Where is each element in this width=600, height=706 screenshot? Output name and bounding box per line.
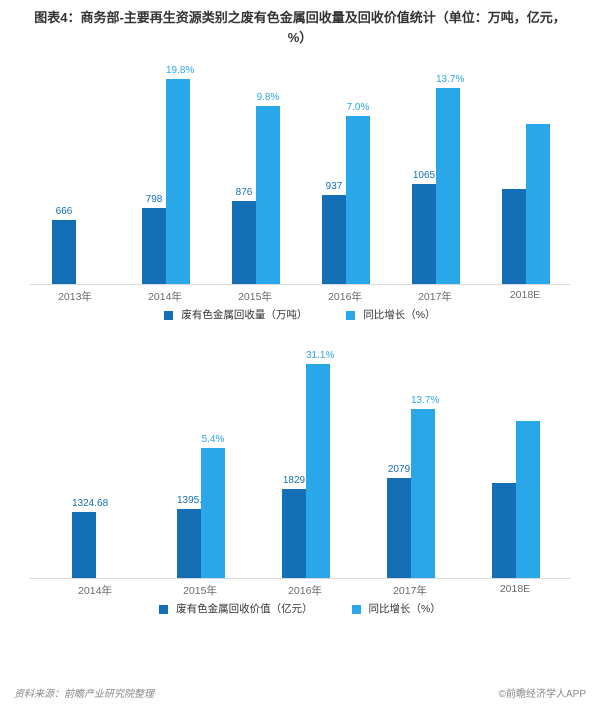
bar-growth: 9.8% — [256, 106, 280, 284]
footer-source: 资料来源：前瞻产业研究院整理 — [14, 689, 154, 700]
bar-value-label: 13.7% — [411, 396, 435, 409]
chart-2-xlabels: 2014年 2015年 2016年 2017年 2018E — [30, 579, 570, 597]
bar-value-label: 9.8% — [256, 93, 280, 106]
x-axis-label: 2015年 — [220, 289, 290, 304]
legend-label: 同比增长（%） — [363, 309, 435, 321]
bar-growth: 7.0% — [346, 116, 370, 284]
x-axis-label: 2018E — [480, 583, 550, 595]
x-axis-label: 2014年 — [130, 289, 200, 304]
bar-growth: 31.1% — [306, 364, 330, 578]
bar-growth: 5.4% — [201, 448, 225, 578]
bar-growth — [516, 421, 540, 578]
legend-item: 废有色金属回收价值（亿元） — [159, 601, 312, 616]
legend-item: 同比增长（%） — [352, 601, 441, 616]
bar-value-label: 666 — [52, 207, 76, 220]
bar-value-label: 5.4% — [201, 435, 225, 448]
bar-value-label: 1065 — [412, 171, 436, 184]
bar-value-label: 7.0% — [346, 103, 370, 116]
x-axis-label: 2013年 — [40, 289, 110, 304]
chart-1-xlabels: 2013年 2014年 2015年 2016年 2017年 2018E — [30, 285, 570, 303]
bar-value-label: 937 — [322, 182, 346, 195]
x-axis-label: 2014年 — [60, 583, 130, 598]
legend-item: 废有色金属回收量（万吨） — [164, 307, 307, 322]
bar-growth — [526, 124, 550, 284]
bar-main — [492, 483, 516, 578]
bar-value-label: 19.8% — [166, 66, 190, 79]
chart-2: 1324.681395.65.4%182931.1%207913.7% 2014… — [30, 349, 570, 629]
legend-swatch — [346, 311, 355, 320]
legend-label: 废有色金属回收量（万吨） — [181, 309, 307, 321]
x-axis-label: 2016年 — [270, 583, 340, 598]
x-axis-label: 2017年 — [400, 289, 470, 304]
bar-main: 876 — [232, 201, 256, 284]
chart-2-plot: 1324.681395.65.4%182931.1%207913.7% — [30, 349, 570, 579]
bar-value-label: 1395.6 — [177, 496, 201, 509]
x-axis-label: 2016年 — [310, 289, 380, 304]
legend-swatch — [352, 605, 361, 614]
bar-value-label: 1829 — [282, 476, 306, 489]
legend-swatch — [164, 311, 173, 320]
bar-growth: 13.7% — [411, 409, 435, 578]
bar-main: 2079 — [387, 478, 411, 578]
bar-main: 1065 — [412, 184, 436, 284]
chart-1: 66679819.8%8769.8%9377.0%106513.7% 2013年… — [30, 55, 570, 335]
bar-value-label: 2079 — [387, 465, 411, 478]
footer-copyright: ©前瞻经济学人APP — [499, 685, 586, 700]
bar-value-label: 1324.68 — [72, 499, 96, 512]
page-title: 图表4：商务部-主要再生资源类别之废有色金属回收量及回收价值统计（单位：万吨，亿… — [0, 0, 600, 51]
legend-label: 废有色金属回收价值（亿元） — [176, 603, 313, 615]
x-axis-label: 2017年 — [375, 583, 445, 598]
legend-swatch — [159, 605, 168, 614]
x-axis-label: 2018E — [490, 289, 560, 301]
chart-1-plot: 66679819.8%8769.8%9377.0%106513.7% — [30, 55, 570, 285]
bar-growth: 13.7% — [436, 88, 460, 284]
bar-main: 798 — [142, 208, 166, 284]
bar-value-label: 13.7% — [436, 75, 460, 88]
bar-main: 1324.68 — [72, 512, 96, 578]
bar-growth: 19.8% — [166, 79, 190, 284]
bar-value-label: 798 — [142, 195, 166, 208]
bar-main: 1395.6 — [177, 509, 201, 578]
bar-main: 666 — [52, 220, 76, 284]
x-axis-label: 2015年 — [165, 583, 235, 598]
bar-main — [502, 189, 526, 284]
legend-label: 同比增长（%） — [368, 603, 440, 615]
footer: 资料来源：前瞻产业研究院整理 ©前瞻经济学人APP — [0, 685, 600, 700]
bar-value-label: 31.1% — [306, 351, 330, 364]
chart-1-legend: 废有色金属回收量（万吨） 同比增长（%） — [30, 307, 570, 322]
chart-2-legend: 废有色金属回收价值（亿元） 同比增长（%） — [30, 601, 570, 616]
bar-main: 937 — [322, 195, 346, 284]
bar-main: 1829 — [282, 489, 306, 578]
bar-value-label: 876 — [232, 188, 256, 201]
legend-item: 同比增长（%） — [346, 307, 435, 322]
